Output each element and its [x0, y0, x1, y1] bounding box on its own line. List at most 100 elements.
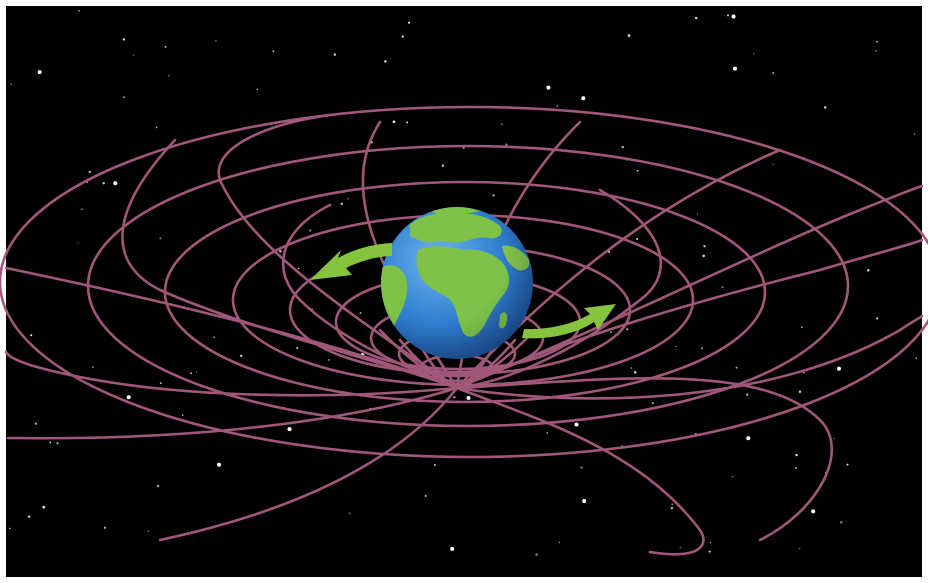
star: [279, 249, 282, 253]
star: [287, 427, 292, 432]
star: [753, 53, 755, 55]
star: [190, 372, 193, 375]
star: [453, 395, 456, 399]
grid-spiral-line: [121, 138, 459, 390]
star: [709, 541, 712, 544]
star: [113, 181, 118, 186]
star: [34, 422, 37, 425]
star: [328, 359, 330, 361]
rotation-arrow-left-icon: [310, 243, 392, 280]
star: [401, 35, 404, 38]
star: [726, 14, 730, 17]
star: [913, 133, 916, 135]
star: [630, 367, 633, 369]
star: [700, 347, 704, 350]
star: [671, 503, 673, 505]
star: [215, 40, 217, 42]
star: [441, 164, 444, 167]
star: [384, 60, 387, 63]
star: [27, 515, 31, 518]
star: [182, 414, 184, 416]
star: [626, 328, 629, 331]
star: [126, 395, 131, 400]
star: [733, 66, 737, 71]
star: [694, 16, 698, 20]
star: [636, 237, 639, 241]
star: [610, 331, 612, 333]
grid-spiral-line: [217, 113, 459, 390]
star: [42, 505, 45, 509]
star: [450, 546, 455, 551]
star: [123, 96, 126, 99]
star: [794, 467, 797, 469]
star: [876, 41, 878, 43]
star: [556, 105, 558, 107]
star: [574, 422, 579, 427]
star: [546, 85, 551, 90]
star: [501, 123, 503, 125]
star: [159, 237, 162, 240]
star: [535, 553, 538, 556]
star: [746, 436, 751, 441]
star: [582, 499, 587, 503]
grid-spiral-line: [455, 314, 924, 400]
grid-spiral-line: [4, 266, 459, 390]
star: [297, 267, 300, 270]
star: [745, 393, 749, 396]
star: [392, 120, 396, 124]
rotation-arrows: [310, 243, 616, 339]
star: [867, 269, 870, 272]
grid-spiral-line: [158, 386, 459, 542]
star: [359, 312, 362, 314]
star: [37, 70, 42, 75]
star: [837, 366, 841, 371]
star: [333, 53, 337, 56]
star: [407, 21, 411, 24]
star: [627, 34, 631, 37]
star: [77, 242, 79, 244]
star: [132, 54, 135, 56]
star: [195, 371, 198, 373]
star: [147, 530, 150, 532]
star: [772, 71, 775, 74]
grid-spiral-line: [282, 203, 459, 390]
star: [122, 38, 126, 41]
star: [424, 494, 427, 497]
star: [272, 50, 275, 53]
star: [102, 181, 105, 185]
star: [239, 354, 243, 357]
star: [81, 208, 83, 211]
star: [30, 334, 33, 337]
grid-ring: [0, 105, 928, 459]
star: [823, 106, 827, 109]
star: [670, 506, 674, 510]
grid-spiral-line: [455, 184, 924, 390]
star: [696, 213, 699, 215]
star: [88, 170, 91, 174]
star: [168, 75, 170, 77]
star: [801, 326, 803, 328]
star: [9, 527, 11, 530]
star: [839, 521, 843, 524]
star: [915, 357, 918, 359]
star: [347, 197, 349, 200]
star: [505, 143, 508, 146]
star: [811, 509, 816, 514]
star: [92, 366, 94, 369]
star: [406, 121, 409, 124]
star: [633, 371, 637, 374]
star: [833, 437, 835, 440]
star: [795, 453, 798, 457]
star: [735, 366, 738, 369]
star: [296, 346, 299, 349]
star: [433, 464, 436, 466]
star: [772, 163, 774, 166]
star: [798, 390, 802, 394]
star: [558, 541, 561, 544]
star: [348, 512, 351, 515]
grid-spiral-line: [6, 386, 459, 440]
star: [164, 45, 167, 48]
star: [546, 432, 549, 434]
earth-globe-icon: [381, 207, 533, 359]
